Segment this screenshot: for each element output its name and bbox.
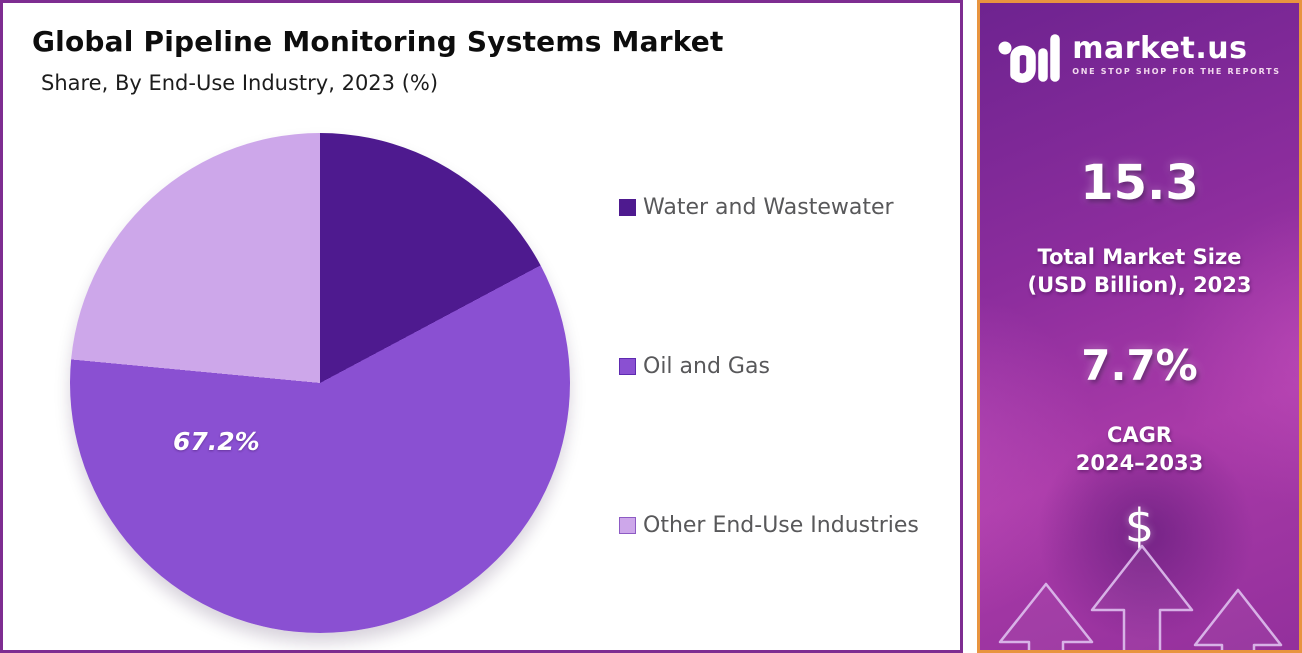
promo-sidebar: market.us ONE STOP SHOP FOR THE REPORTS … (977, 0, 1302, 653)
market-size-caption: Total Market Size (USD Billion), 2023 (980, 243, 1299, 299)
logo-tagline: ONE STOP SHOP FOR THE REPORTS (1072, 67, 1281, 76)
legend-item-oil-and-gas: Oil and Gas (619, 354, 770, 379)
legend-item-other-end-use-industries: Other End-Use Industries (619, 513, 919, 538)
legend-item-water-and-wastewater: Water and Wastewater (619, 195, 894, 220)
pie-chart (70, 133, 570, 633)
market-size-caption-line1: Total Market Size (1037, 245, 1242, 269)
legend-label: Other End-Use Industries (643, 513, 919, 538)
cagr-caption: CAGR 2024–2033 (980, 421, 1299, 477)
logo-brand: market.us (1072, 31, 1248, 66)
cagr-value: 7.7% (1081, 341, 1198, 390)
cagr-caption-line1: CAGR (1106, 423, 1173, 447)
marketus-logo-mark-icon (998, 34, 1060, 83)
chart-subtitle: Share, By End-Use Industry, 2023 (%) (41, 71, 439, 95)
chart-title: Global Pipeline Monitoring Systems Marke… (32, 25, 724, 58)
legend-swatch-icon (619, 199, 636, 216)
chart-panel: Global Pipeline Monitoring Systems Marke… (0, 0, 963, 653)
marketus-logo: market.us ONE STOP SHOP FOR THE REPORTS (980, 27, 1299, 83)
legend-swatch-icon (619, 517, 636, 534)
logo-text: market.us ONE STOP SHOP FOR THE REPORTS (1072, 31, 1281, 77)
dollar-icon: $ (1124, 499, 1155, 553)
cagr-caption-line2: 2024–2033 (1075, 451, 1204, 475)
legend-swatch-icon (619, 358, 636, 375)
legend-label: Oil and Gas (643, 354, 770, 379)
market-size-value: 15.3 (1080, 155, 1199, 211)
pie-slice-data-label: 67.2% (173, 427, 260, 456)
growth-arrows-icon (998, 544, 1283, 650)
market-size-caption-line2: (USD Billion), 2023 (1027, 273, 1252, 297)
legend-label: Water and Wastewater (643, 195, 894, 220)
